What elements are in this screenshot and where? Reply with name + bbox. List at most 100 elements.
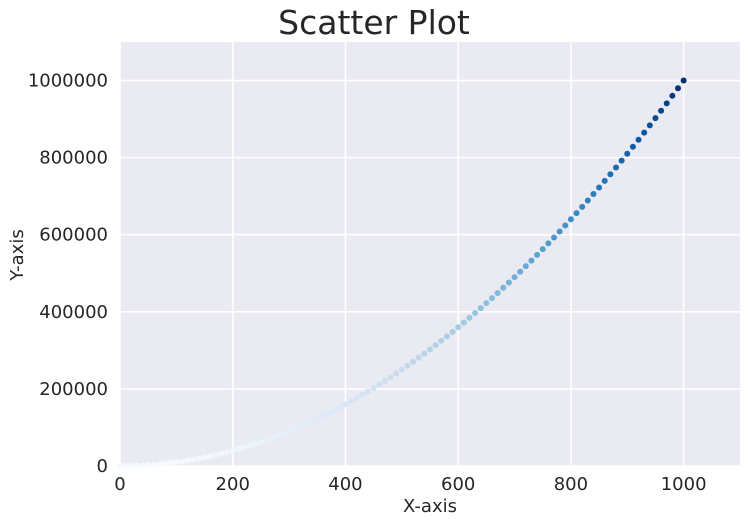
scatter-point [274, 432, 281, 439]
scatter-point [551, 234, 557, 241]
scatter-point [381, 377, 388, 384]
scatter-point [117, 463, 123, 469]
scatter-point [494, 289, 501, 296]
scatter-point [675, 85, 681, 92]
scatter-point [122, 462, 129, 469]
scatter-point [567, 216, 574, 223]
scatter-point [483, 300, 490, 307]
scatter-point [635, 136, 642, 143]
scatter-point [365, 388, 371, 395]
scatter-point [184, 457, 191, 464]
scatter-point [438, 337, 445, 344]
scatter-point [139, 462, 146, 469]
scatter-point [573, 210, 580, 217]
scatter-point [646, 122, 653, 129]
scatter-point [150, 461, 157, 468]
scatter-point [404, 362, 411, 369]
y-axis-label: Y-axis [7, 229, 28, 281]
scatter-point [353, 395, 360, 402]
scatter-point [539, 246, 546, 253]
scatter-point [680, 77, 687, 84]
scatter-point [663, 100, 670, 107]
x-tick-label: 400 [328, 474, 362, 495]
scatter-point [167, 459, 174, 466]
scatter-point [308, 418, 315, 425]
scatter-point [229, 447, 236, 454]
scatter-point [179, 458, 185, 465]
x-axis-label: X-axis [403, 496, 457, 517]
scatter-point [556, 228, 563, 235]
scatter-point [224, 449, 231, 456]
x-tick-label: 600 [441, 474, 475, 495]
scatter-point [128, 462, 135, 469]
scatter-point [303, 421, 309, 428]
scatter-point [241, 444, 247, 451]
scatter-point [336, 404, 343, 411]
scatter-point [449, 328, 456, 335]
scatter-point [286, 428, 293, 435]
scatter-point [156, 461, 163, 468]
scatter-point [596, 184, 603, 191]
scatter-point [398, 366, 405, 373]
scatter-point [584, 197, 591, 204]
scatter-point [613, 164, 619, 171]
grid-lines [119, 42, 740, 467]
scatter-point [562, 222, 569, 229]
scatter-point [314, 415, 321, 422]
scatter-point [212, 451, 219, 458]
y-tick-label: 200000 [39, 379, 108, 400]
scatter-point [331, 407, 338, 414]
scatter-point [235, 446, 242, 453]
scatter-point [280, 430, 287, 437]
scatter-point [201, 454, 208, 461]
y-tick-label: 0 [97, 456, 108, 477]
scatter-point [370, 384, 377, 391]
scatter-point [489, 295, 495, 302]
scatter-point [517, 268, 524, 275]
scatter-point [618, 157, 625, 164]
scatter-point [145, 462, 152, 469]
scatter-point [207, 453, 214, 460]
scatter-point [601, 177, 608, 184]
scatter-point [460, 319, 467, 326]
scatter-point [387, 374, 394, 381]
scatter-point [427, 346, 433, 353]
scatter-point [466, 314, 473, 321]
scatter-point [342, 401, 349, 408]
scatter-point [415, 354, 422, 361]
scatter-point [500, 284, 507, 291]
x-tick-label: 200 [216, 474, 250, 495]
scatter-point [443, 333, 450, 340]
scatter-point [579, 203, 586, 210]
scatter-point [218, 450, 225, 457]
scatter-point [432, 342, 439, 349]
y-tick-label: 1000000 [28, 71, 108, 92]
y-tick-label: 800000 [39, 148, 108, 169]
y-tick-labels: 0 200000 400000 600000 800000 1000000 [28, 71, 108, 477]
scatter-point [511, 274, 518, 281]
x-tick-label: 0 [114, 474, 125, 495]
y-tick-label: 600000 [39, 225, 108, 246]
scatter-point [534, 251, 541, 258]
scatter-point [545, 240, 552, 247]
scatter-point [410, 358, 417, 365]
scatter-point [607, 171, 614, 178]
scatter-point [472, 310, 479, 317]
scatter-point [257, 438, 264, 445]
scatter-point [162, 460, 169, 467]
scatter-point [252, 440, 259, 447]
scatter-point [629, 143, 636, 150]
scatter-point [263, 436, 270, 443]
scatter-point [477, 305, 484, 312]
scatter-point [190, 456, 197, 463]
scatter-point [173, 459, 180, 466]
scatter-point [376, 381, 383, 388]
data-points [117, 77, 687, 469]
scatter-point [421, 350, 428, 357]
x-tick-label: 1000 [661, 474, 707, 495]
scatter-point [195, 455, 202, 462]
scatter-point [455, 324, 462, 331]
scatter-point [522, 263, 529, 270]
x-tick-label: 800 [554, 474, 588, 495]
